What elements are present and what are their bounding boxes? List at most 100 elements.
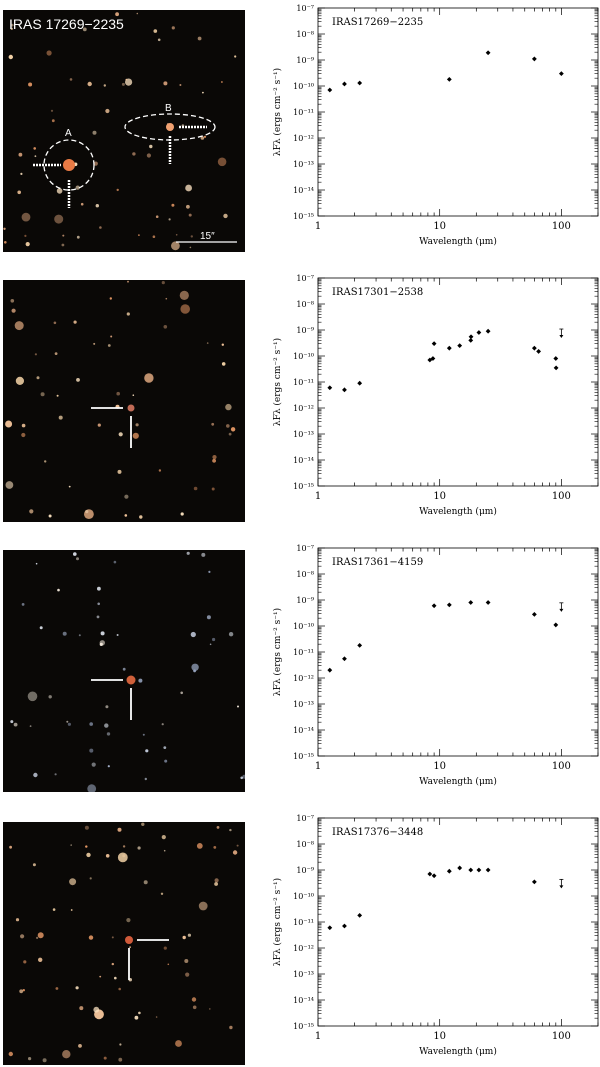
background-star — [182, 935, 186, 940]
background-star — [33, 772, 38, 778]
background-star — [209, 643, 212, 646]
background-star — [161, 723, 164, 726]
background-star — [62, 631, 67, 636]
background-star — [33, 147, 36, 150]
background-star — [117, 852, 128, 863]
background-star — [36, 936, 39, 939]
data-point — [531, 879, 537, 885]
background-star — [163, 849, 166, 852]
background-star — [223, 213, 228, 219]
x-tick-label: 100 — [552, 221, 571, 232]
background-star — [104, 723, 109, 728]
background-star — [54, 773, 57, 776]
background-star — [54, 352, 58, 355]
background-star — [36, 376, 40, 380]
y-tick-label: 10⁻¹³ — [293, 970, 314, 979]
y-axis-label: λFλ (ergs cm⁻² s⁻¹) — [272, 878, 283, 966]
background-star — [113, 560, 117, 564]
background-star — [89, 722, 93, 726]
background-star — [212, 637, 216, 642]
background-star — [193, 486, 198, 491]
background-star — [212, 455, 217, 460]
y-axis-label: λFλ (ergs cm⁻² s⁻¹) — [272, 608, 283, 696]
background-star — [198, 901, 208, 911]
background-star — [180, 304, 190, 314]
x-tick-label: 10 — [433, 491, 446, 502]
background-star — [5, 481, 14, 489]
background-star — [217, 157, 227, 167]
background-star — [138, 234, 140, 237]
background-star — [76, 235, 80, 239]
background-star — [70, 909, 73, 911]
background-star — [186, 551, 190, 555]
data-point — [457, 865, 463, 871]
plot-frame — [317, 7, 599, 217]
background-star — [79, 1006, 84, 1011]
background-star — [21, 212, 31, 222]
y-tick-label: 10⁻¹² — [293, 944, 314, 953]
data-point — [357, 642, 363, 648]
background-star — [97, 423, 101, 427]
background-star — [28, 1057, 32, 1061]
background-star — [139, 515, 143, 519]
background-star — [144, 373, 154, 383]
background-star — [103, 84, 107, 87]
x-tick-label: 100 — [552, 491, 571, 502]
data-point — [427, 871, 433, 877]
background-star — [230, 427, 236, 432]
background-star — [89, 877, 92, 880]
background-star — [56, 188, 63, 194]
background-star — [206, 342, 209, 344]
y-tick-label: 10⁻⁷ — [296, 544, 314, 553]
background-star — [234, 55, 237, 58]
background-star — [100, 631, 105, 636]
background-star — [121, 82, 125, 86]
background-star — [229, 828, 232, 832]
background-star — [4, 241, 7, 244]
background-star — [226, 424, 230, 428]
background-star — [54, 214, 64, 224]
x-tick-label: 1 — [315, 221, 321, 232]
data-point — [446, 602, 452, 608]
y-tick-label: 10⁻¹⁰ — [293, 622, 314, 631]
y-tick-label: 10⁻⁹ — [296, 596, 314, 605]
y-tick-label: 10⁻¹⁵ — [293, 212, 314, 221]
background-star — [96, 615, 100, 619]
background-star — [106, 732, 111, 736]
background-star — [110, 335, 113, 338]
background-star — [107, 344, 111, 347]
target-star — [126, 675, 136, 685]
background-star — [21, 432, 26, 438]
data-point — [485, 50, 491, 56]
background-star — [214, 882, 219, 886]
background-star — [185, 184, 193, 192]
background-star — [46, 50, 52, 56]
background-star — [221, 81, 223, 83]
background-star — [35, 562, 38, 565]
data-point — [327, 667, 333, 673]
x-tick-label: 1 — [315, 1031, 321, 1042]
x-tick-label: 100 — [552, 761, 571, 772]
y-tick-label: 10⁻¹⁰ — [293, 352, 314, 361]
background-star — [190, 235, 193, 238]
background-star — [163, 946, 167, 950]
background-star — [68, 485, 71, 488]
background-star — [153, 29, 158, 33]
data-point — [431, 341, 437, 346]
y-tick-label: 10⁻¹³ — [293, 700, 314, 709]
background-star — [126, 312, 130, 316]
background-star — [105, 854, 110, 858]
background-star — [13, 722, 18, 727]
background-star — [149, 144, 153, 149]
data-point — [446, 345, 452, 351]
background-star — [125, 78, 128, 81]
background-star — [75, 986, 79, 990]
background-star — [48, 514, 52, 518]
background-star — [141, 822, 145, 826]
background-star — [34, 353, 37, 356]
data-point — [476, 330, 482, 335]
y-tick-label: 10⁻¹⁴ — [293, 726, 314, 735]
background-star — [3, 227, 6, 230]
data-point — [357, 912, 363, 918]
data-point — [327, 925, 333, 931]
